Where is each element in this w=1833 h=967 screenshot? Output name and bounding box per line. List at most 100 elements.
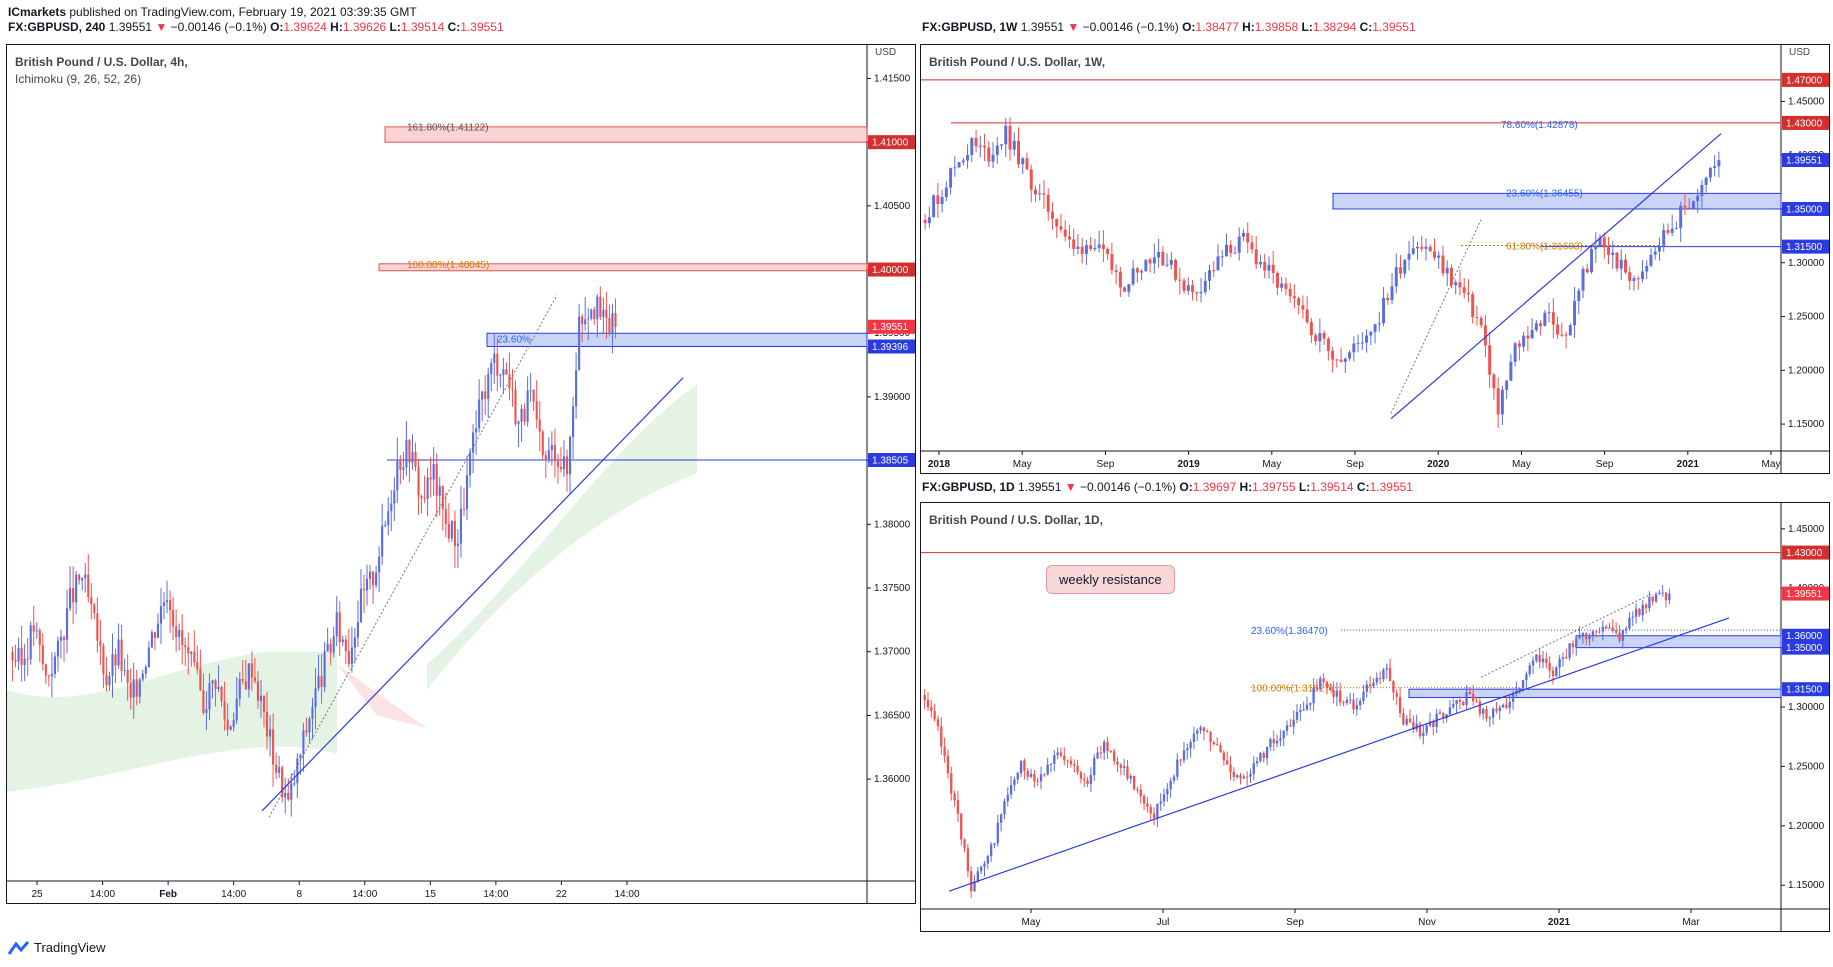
- candle-body: [1279, 738, 1282, 741]
- d1-chart-svg[interactable]: 1.450001.400001.350001.300001.250001.200…: [921, 503, 1830, 932]
- candle-body: [1522, 335, 1526, 347]
- candle-body: [1263, 262, 1267, 271]
- candle-body: [199, 669, 202, 691]
- candle-body: [1679, 205, 1683, 229]
- candle-body: [936, 195, 940, 205]
- candle-body: [1561, 657, 1565, 659]
- candle-body: [953, 793, 956, 800]
- candle-body: [459, 508, 463, 544]
- candle-body: [1495, 708, 1498, 712]
- candle-body: [23, 658, 26, 665]
- x-tick-label: Sep: [1596, 459, 1614, 470]
- candle-body: [247, 663, 250, 690]
- candle-body: [1216, 744, 1219, 746]
- d1-chart-panel[interactable]: 1.450001.400001.350001.300001.250001.200…: [920, 502, 1830, 932]
- candle-body: [1012, 140, 1016, 150]
- candle-body: [584, 319, 587, 325]
- price-label: 1.47000: [1786, 75, 1823, 86]
- d1-last: 1.39551: [1018, 480, 1062, 494]
- candle-body: [980, 866, 983, 872]
- candle-body: [559, 466, 563, 470]
- candle-body: [1405, 718, 1408, 725]
- candle-body: [29, 625, 32, 660]
- w1-close: 1.39551: [1372, 20, 1416, 34]
- h4-open: 1.39624: [283, 20, 327, 34]
- candle-body: [1269, 739, 1272, 747]
- candle-body: [1445, 267, 1449, 274]
- candle-body: [423, 497, 426, 499]
- candle-body: [144, 667, 147, 674]
- price-label: 1.43000: [1786, 118, 1823, 129]
- candle-body: [1101, 244, 1105, 250]
- candle-body: [1292, 719, 1295, 727]
- candle-body: [1420, 246, 1424, 249]
- candle-body: [402, 467, 405, 470]
- price-label: 1.38505: [872, 455, 909, 466]
- candle-body: [384, 525, 387, 527]
- candle-body: [350, 647, 353, 664]
- candle-body: [78, 574, 81, 581]
- candle-body: [1033, 773, 1036, 782]
- x-tick-label: 22: [556, 889, 568, 900]
- candle-body: [1359, 700, 1362, 706]
- candle-body: [1348, 352, 1352, 359]
- w1-chart-panel[interactable]: 1.450001.400001.350001.300001.250001.200…: [920, 44, 1830, 474]
- fib-100-label: 100.00%(1.40045): [407, 260, 489, 271]
- candle-body: [1169, 259, 1173, 265]
- candle-body: [986, 856, 989, 864]
- candle-body: [1408, 718, 1412, 723]
- candle-body: [1312, 687, 1315, 704]
- candle-body: [1649, 254, 1653, 266]
- candle-body: [517, 421, 520, 425]
- candle-body: [1331, 350, 1335, 360]
- candle-body: [1568, 325, 1572, 336]
- candle-body: [1182, 280, 1186, 291]
- candle-body: [1479, 317, 1483, 326]
- candle-body: [1069, 760, 1073, 765]
- candle-body: [1066, 760, 1069, 762]
- candle-body: [1097, 244, 1101, 248]
- candle-body: [1662, 230, 1666, 246]
- candle-body: [484, 391, 487, 399]
- candle-body: [1046, 194, 1050, 212]
- candle-body: [1704, 177, 1708, 185]
- candle-body: [1326, 338, 1330, 351]
- candle-body: [1302, 709, 1305, 711]
- candle-body: [1377, 323, 1381, 325]
- candle-body: [1666, 230, 1670, 233]
- candle-body: [1259, 753, 1262, 762]
- candle-body: [1571, 643, 1575, 648]
- candle-body: [305, 730, 308, 733]
- candle-body: [1442, 712, 1445, 719]
- price-label: 1.39551: [1786, 156, 1823, 167]
- candle-body: [1485, 709, 1488, 719]
- tradingview-logo: TradingView: [8, 940, 106, 955]
- candle-body: [1614, 630, 1618, 633]
- candle-body: [281, 767, 284, 798]
- candle-body: [1099, 752, 1103, 754]
- w1-chart-svg[interactable]: 1.450001.400001.350001.300001.250001.200…: [921, 45, 1830, 474]
- candle-body: [1172, 776, 1176, 781]
- trend-line: [261, 377, 684, 812]
- price-label-bg: [1782, 640, 1829, 655]
- candle-body: [974, 138, 978, 147]
- candle-body: [393, 490, 396, 504]
- h4-chart-svg[interactable]: 1.415001.410001.405001.400001.395001.390…: [7, 45, 916, 904]
- candle-body: [1072, 239, 1076, 249]
- h4-chart-panel[interactable]: 1.415001.410001.405001.400001.395001.390…: [6, 44, 916, 904]
- candle-body: [1000, 144, 1004, 146]
- candle-body: [1605, 626, 1608, 629]
- candle-body: [946, 755, 950, 774]
- tradingview-logo-icon: [8, 940, 30, 955]
- candle-body: [1329, 687, 1332, 691]
- candle-body: [1131, 268, 1135, 285]
- candle-body: [511, 388, 514, 390]
- candle-body: [1305, 704, 1309, 710]
- candle-body: [35, 630, 38, 632]
- d1-open: 1.39697: [1192, 480, 1237, 494]
- candle-body: [1422, 732, 1425, 737]
- candle-body: [608, 318, 611, 333]
- d1-high: 1.39755: [1252, 480, 1296, 494]
- candle-body: [275, 764, 278, 773]
- x-tick-label: May: [1013, 459, 1032, 470]
